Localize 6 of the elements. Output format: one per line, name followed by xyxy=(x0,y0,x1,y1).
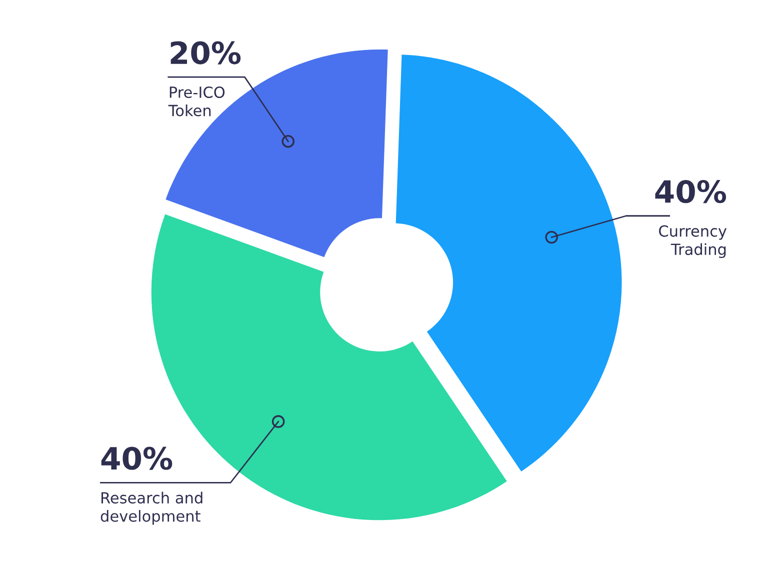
slice-label: Currency Trading xyxy=(659,225,727,258)
data-label: 40% xyxy=(101,446,172,470)
slice-label: Pre-ICO Token xyxy=(168,86,225,116)
slice-label: Research and development xyxy=(100,492,202,525)
data-label: 40% xyxy=(655,180,726,204)
data-label: 20% xyxy=(170,41,241,64)
